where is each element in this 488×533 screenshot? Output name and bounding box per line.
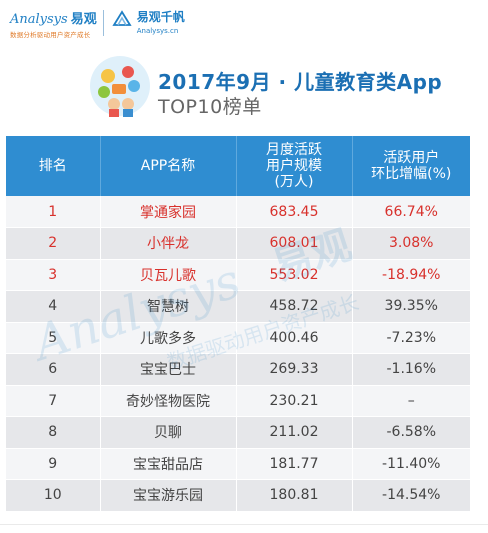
mau-cell: 211.02 [236, 416, 353, 449]
mau-cell: 553.02 [236, 259, 353, 291]
mau-cell: 683.45 [236, 196, 353, 228]
growth-cell: -18.94% [352, 259, 470, 291]
growth-cell: -11.40% [352, 448, 470, 480]
table-row: 10 宝宝游乐园 180.81 -14.54% [6, 479, 470, 512]
analysys-logo-cn: 易观 [70, 12, 97, 27]
bottom-divider [0, 524, 488, 525]
qianfan-logo-cn: 易观千帆 [136, 10, 185, 24]
growth-cell: -7.23% [352, 322, 470, 354]
mau-cell: 400.46 [236, 322, 353, 354]
qianfan-logo: 易观千帆 Analysys.cn [112, 8, 185, 35]
rank-cell: 5 [6, 322, 101, 354]
table-header-row: 排名 APP名称 月度活跃 用户规模 (万人) 活跃用户 环比增幅(%) [6, 136, 470, 196]
app-name-cell: 小伴龙 [100, 227, 237, 260]
header-rank: 排名 [6, 136, 101, 196]
analysys-slogan: 数据分析驱动用户资产成长 [10, 31, 91, 39]
app-name-cell: 掌通家园 [100, 196, 237, 228]
rank-cell: 8 [6, 416, 101, 449]
header-growth-line1: 活跃用户 [383, 150, 440, 166]
growth-cell: -14.54% [352, 479, 470, 512]
app-name-cell: 儿歌多多 [100, 322, 237, 354]
brand-divider [102, 10, 104, 36]
table-row: 4 智慧树 458.72 39.35% [6, 290, 470, 323]
page-title: 2017年9月 · 儿童教育类App [158, 70, 443, 94]
mau-cell: 180.81 [236, 479, 353, 512]
rank-cell: 2 [6, 227, 101, 260]
growth-cell: 66.74% [352, 196, 470, 228]
table-row: 8 贝聊 211.02 -6.58% [6, 416, 470, 449]
table-row: 5 儿歌多多 400.46 -7.23% [6, 322, 470, 354]
rank-cell: 9 [6, 448, 101, 480]
table-row: 9 宝宝甜品店 181.77 -11.40% [6, 448, 470, 480]
app-name-cell: 宝宝巴士 [100, 353, 237, 386]
header-growth-line2: 环比增幅(%) [371, 166, 452, 182]
app-name-cell: 宝宝甜品店 [100, 448, 237, 480]
rank-cell: 6 [6, 353, 101, 386]
table-row: 3 贝瓦儿歌 553.02 -18.94% [6, 259, 470, 291]
table-row: 6 宝宝巴士 269.33 -1.16% [6, 353, 470, 386]
rank-cell: 4 [6, 290, 101, 323]
rank-cell: 10 [6, 479, 101, 512]
table-row: 2 小伴龙 608.01 3.08% [6, 227, 470, 260]
table-row: 1 掌通家园 683.45 66.74% [6, 196, 470, 228]
growth-cell: – [352, 385, 470, 417]
mau-cell: 608.01 [236, 227, 353, 260]
growth-cell: 3.08% [352, 227, 470, 260]
header-mau-line3: (万人) [274, 174, 314, 190]
header-mau-line2: 用户规模 [266, 158, 322, 174]
header-mau-line1: 月度活跃 [266, 142, 322, 158]
table-row: 7 奇妙怪物医院 230.21 – [6, 385, 470, 417]
app-name-cell: 宝宝游乐园 [100, 479, 237, 512]
brand-header: Analysys 易观 数据分析驱动用户资产成长 易观千帆 Analysys.c… [10, 8, 185, 40]
app-name-cell: 奇妙怪物医院 [100, 385, 237, 417]
app-name-cell: 贝瓦儿歌 [100, 259, 237, 291]
mau-cell: 458.72 [236, 290, 353, 323]
mau-cell: 181.77 [236, 448, 353, 480]
growth-cell: -6.58% [352, 416, 470, 449]
analysys-logo: Analysys 易观 数据分析驱动用户资产成长 [10, 8, 97, 39]
header-mau: 月度活跃 用户规模 (万人) [236, 136, 353, 196]
rank-cell: 7 [6, 385, 101, 417]
page-subtitle: TOP10榜单 [158, 96, 262, 118]
qianfan-logo-en: Analysys.cn [136, 27, 179, 35]
app-name-cell: 贝聊 [100, 416, 237, 449]
kids-letters-illustration [90, 56, 150, 117]
rank-cell: 1 [6, 196, 101, 228]
qianfan-mark-icon [112, 10, 132, 26]
mau-cell: 230.21 [236, 385, 353, 417]
growth-cell: -1.16% [352, 353, 470, 386]
growth-cell: 39.35% [352, 290, 470, 323]
rank-cell: 3 [6, 259, 101, 291]
analysys-logo-en: Analysys [10, 12, 68, 27]
header-app-name: APP名称 [100, 136, 237, 196]
app-name-cell: 智慧树 [100, 290, 237, 323]
ranking-table: 排名 APP名称 月度活跃 用户规模 (万人) 活跃用户 环比增幅(%) 1 掌… [6, 136, 470, 512]
mau-cell: 269.33 [236, 353, 353, 386]
header-growth: 活跃用户 环比增幅(%) [352, 136, 470, 196]
